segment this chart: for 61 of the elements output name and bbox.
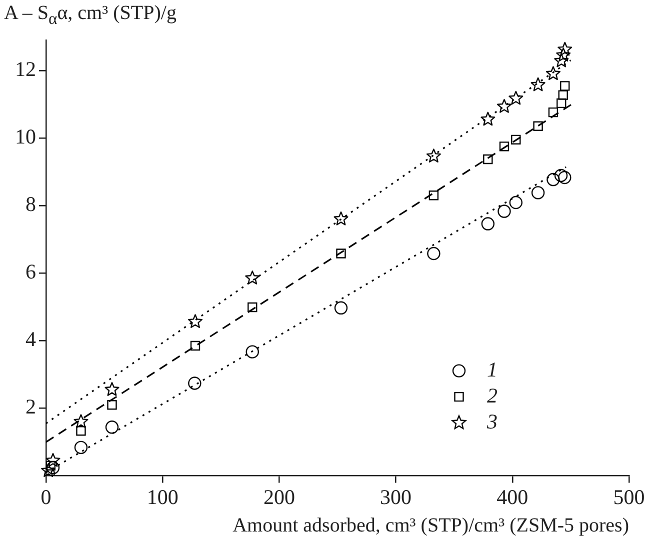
point [548,107,558,118]
point [428,190,439,200]
point [560,81,570,91]
point [76,426,86,436]
y-tick-label: 12 [15,56,36,81]
point [558,42,572,56]
y-tick-label: 6 [26,260,36,284]
x-tick-label: 500 [613,484,645,509]
point [105,420,119,434]
point [107,400,117,410]
y-axis-title: A – S$_{α}$α, cm³ (STP)/g [4,2,176,29]
x-tick-label: 100 [146,484,178,509]
point [531,186,545,200]
point [190,340,200,351]
point [245,270,260,284]
point [558,90,568,100]
point [426,148,441,162]
point [556,98,566,108]
point [509,196,522,210]
x-tick-label: 0 [40,484,52,509]
point [41,463,56,477]
point [46,461,60,474]
point [483,154,493,164]
x-tick-label: 400 [496,484,528,509]
point [248,302,258,312]
point [556,48,571,62]
y-tick-label: 2 [26,394,36,419]
point [188,314,203,328]
point [546,66,560,80]
x-axis-title: Amount adsorbed, cm³ (STP)/cm³ (ZSM-5 pores) [232,514,629,536]
point [481,217,495,230]
point [74,440,88,454]
point [511,134,521,145]
x-tick-label: 300 [380,484,412,509]
point [246,345,259,358]
y-tick-label: 8 [26,192,36,216]
point [336,248,346,258]
point [104,382,120,396]
legend-label: 3 [486,409,498,434]
point [334,301,348,314]
legend-label: 1 [487,357,498,382]
legend-label: 2 [487,383,498,408]
point [496,98,512,113]
point [74,414,88,428]
point [498,204,511,218]
point [480,112,496,126]
y-tick-label: 4 [26,327,36,352]
point [334,211,348,226]
point [499,142,510,152]
point [558,170,572,184]
point [554,53,569,68]
point [427,246,440,260]
point [46,453,60,467]
point [554,168,568,182]
point [508,90,524,105]
point [546,172,560,186]
x-tick-label: 200 [263,484,295,509]
y-tick-label: 10 [15,124,36,148]
point [530,77,546,92]
point [533,121,543,131]
point [188,376,202,390]
